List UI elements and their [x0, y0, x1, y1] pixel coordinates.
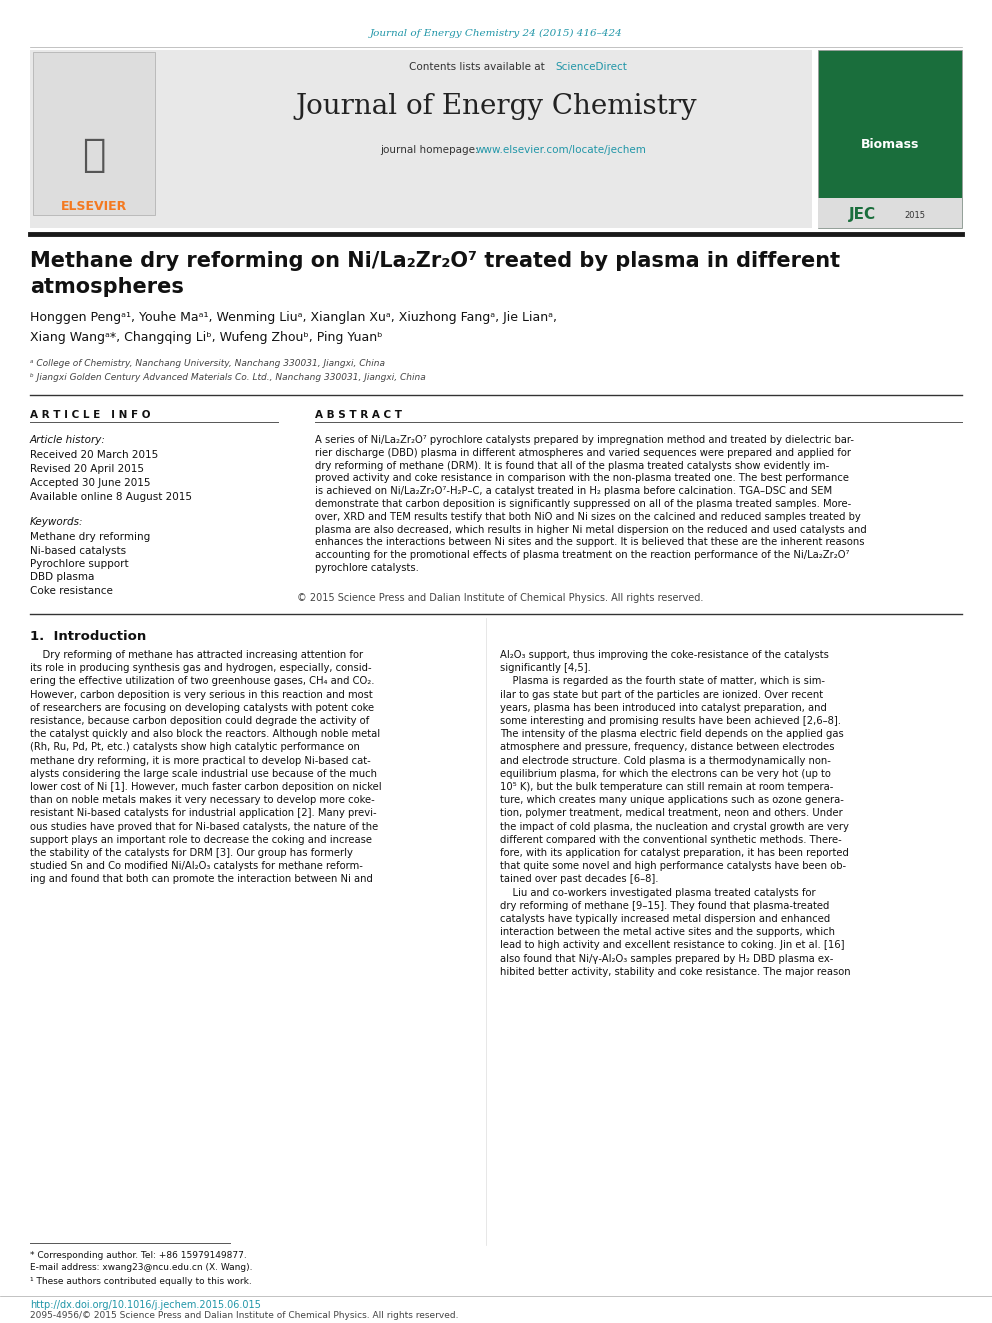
Text: Article history:: Article history: [30, 435, 106, 445]
Text: Received 20 March 2015: Received 20 March 2015 [30, 450, 159, 460]
Text: resistant Ni-based catalysts for industrial application [2]. Many previ-: resistant Ni-based catalysts for industr… [30, 808, 377, 819]
Text: significantly [4,5].: significantly [4,5]. [500, 663, 591, 673]
Text: the impact of cold plasma, the nucleation and crystal growth are very: the impact of cold plasma, the nucleatio… [500, 822, 849, 832]
Text: ering the effective utilization of two greenhouse gases, CH₄ and CO₂.: ering the effective utilization of two g… [30, 676, 375, 687]
Text: Dry reforming of methane has attracted increasing attention for: Dry reforming of methane has attracted i… [30, 650, 363, 660]
Text: lead to high activity and excellent resistance to coking. Jin et al. [16]: lead to high activity and excellent resi… [500, 941, 844, 950]
Bar [33, 52, 155, 216]
Text: is achieved on Ni/La₂Zr₂O⁷-H₂P–C, a catalyst treated in H₂ plasma before calcina: is achieved on Ni/La₂Zr₂O⁷-H₂P–C, a cata… [315, 486, 832, 496]
Text: rier discharge (DBD) plasma in different atmospheres and varied sequences were p: rier discharge (DBD) plasma in different… [315, 447, 851, 458]
Bar [30, 50, 812, 228]
Text: http://dx.doi.org/10.1016/j.jechem.2015.06.015: http://dx.doi.org/10.1016/j.jechem.2015.… [30, 1301, 261, 1310]
Text: the catalyst quickly and also block the reactors. Although noble metal: the catalyst quickly and also block the … [30, 729, 380, 740]
Text: years, plasma has been introduced into catalyst preparation, and: years, plasma has been introduced into c… [500, 703, 827, 713]
Text: also found that Ni/γ-Al₂O₃ samples prepared by H₂ DBD plasma ex-: also found that Ni/γ-Al₂O₃ samples prepa… [500, 954, 833, 963]
Text: ELSEVIER: ELSEVIER [61, 201, 127, 213]
Text: Al₂O₃ support, thus improving the coke-resistance of the catalysts: Al₂O₃ support, thus improving the coke-r… [500, 650, 829, 660]
Text: the stability of the catalysts for DRM [3]. Our group has formerly: the stability of the catalysts for DRM [… [30, 848, 353, 859]
Text: © 2015 Science Press and Dalian Institute of Chemical Physics. All rights reserv: © 2015 Science Press and Dalian Institut… [297, 593, 703, 603]
Text: www.elsevier.com/locate/jechem: www.elsevier.com/locate/jechem [476, 146, 647, 155]
Text: 🌳: 🌳 [82, 136, 106, 175]
Text: atmosphere and pressure, frequency, distance between electrodes: atmosphere and pressure, frequency, dist… [500, 742, 834, 753]
Bar [818, 198, 962, 228]
Text: hibited better activity, stability and coke resistance. The major reason: hibited better activity, stability and c… [500, 967, 850, 976]
Text: Methane dry reforming: Methane dry reforming [30, 532, 150, 542]
Text: DBD plasma: DBD plasma [30, 573, 94, 582]
Text: 2015: 2015 [905, 210, 926, 220]
Text: ᵇ Jiangxi Golden Century Advanced Materials Co. Ltd., Nanchang 330031, Jiangxi, : ᵇ Jiangxi Golden Century Advanced Materi… [30, 373, 426, 382]
Text: its role in producing synthesis gas and hydrogen, especially, consid-: its role in producing synthesis gas and … [30, 663, 372, 673]
Text: that quite some novel and high performance catalysts have been ob-: that quite some novel and high performan… [500, 861, 846, 872]
Text: studied Sn and Co modified Ni/Al₂O₃ catalysts for methane reform-: studied Sn and Co modified Ni/Al₂O₃ cata… [30, 861, 363, 872]
Text: enhances the interactions between Ni sites and the support. It is believed that : enhances the interactions between Ni sit… [315, 537, 864, 548]
Text: alysts considering the large scale industrial use because of the much: alysts considering the large scale indus… [30, 769, 377, 779]
Text: Plasma is regarded as the fourth state of matter, which is sim-: Plasma is regarded as the fourth state o… [500, 676, 825, 687]
Text: resistance, because carbon deposition could degrade the activity of: resistance, because carbon deposition co… [30, 716, 369, 726]
Text: equilibrium plasma, for which the electrons can be very hot (up to: equilibrium plasma, for which the electr… [500, 769, 831, 779]
Text: different compared with the conventional synthetic methods. There-: different compared with the conventional… [500, 835, 842, 845]
Bar [818, 50, 962, 228]
Text: ilar to gas state but part of the particles are ionized. Over recent: ilar to gas state but part of the partic… [500, 689, 823, 700]
Text: 1.  Introduction: 1. Introduction [30, 630, 146, 643]
Text: atmospheres: atmospheres [30, 277, 184, 296]
Text: over, XRD and TEM results testify that both NiO and Ni sizes on the calcined and: over, XRD and TEM results testify that b… [315, 512, 861, 521]
Text: Xiang Wangᵃ*, Changqing Liᵇ, Wufeng Zhouᵇ, Ping Yuanᵇ: Xiang Wangᵃ*, Changqing Liᵇ, Wufeng Zhou… [30, 331, 383, 344]
Text: pyrochlore catalysts.: pyrochlore catalysts. [315, 564, 419, 573]
Text: tained over past decades [6–8].: tained over past decades [6–8]. [500, 875, 659, 884]
Text: Accepted 30 June 2015: Accepted 30 June 2015 [30, 478, 151, 488]
Text: ture, which creates many unique applications such as ozone genera-: ture, which creates many unique applicat… [500, 795, 844, 806]
Text: proved activity and coke resistance in comparison with the non-plasma treated on: proved activity and coke resistance in c… [315, 474, 849, 483]
Text: of researchers are focusing on developing catalysts with potent coke: of researchers are focusing on developin… [30, 703, 374, 713]
Text: Contents lists available at: Contents lists available at [409, 62, 548, 71]
Text: Biomass: Biomass [861, 139, 920, 152]
Text: Coke resistance: Coke resistance [30, 586, 113, 595]
Text: dry reforming of methane [9–15]. They found that plasma-treated: dry reforming of methane [9–15]. They fo… [500, 901, 829, 910]
Text: demonstrate that carbon deposition is significantly suppressed on all of the pla: demonstrate that carbon deposition is si… [315, 499, 851, 509]
Text: support plays an important role to decrease the coking and increase: support plays an important role to decre… [30, 835, 372, 845]
Text: plasma are also decreased, which results in higher Ni metal dispersion on the re: plasma are also decreased, which results… [315, 525, 867, 534]
Text: * Corresponding author. Tel: +86 15979149877.: * Corresponding author. Tel: +86 1597914… [30, 1250, 247, 1259]
Text: 2095-4956/© 2015 Science Press and Dalian Institute of Chemical Physics. All rig: 2095-4956/© 2015 Science Press and Dalia… [30, 1311, 458, 1320]
Text: fore, with its application for catalyst preparation, it has been reported: fore, with its application for catalyst … [500, 848, 849, 859]
Text: ᵃ College of Chemistry, Nanchang University, Nanchang 330031, Jiangxi, China: ᵃ College of Chemistry, Nanchang Univers… [30, 360, 385, 369]
Text: dry reforming of methane (DRM). It is found that all of the plasma treated catal: dry reforming of methane (DRM). It is fo… [315, 460, 829, 471]
Text: (Rh, Ru, Pd, Pt, etc.) catalysts show high catalytic performance on: (Rh, Ru, Pd, Pt, etc.) catalysts show hi… [30, 742, 360, 753]
Text: tion, polymer treatment, medical treatment, neon and others. Under: tion, polymer treatment, medical treatme… [500, 808, 843, 819]
Text: journal homepage:: journal homepage: [380, 146, 482, 155]
Text: A R T I C L E   I N F O: A R T I C L E I N F O [30, 410, 151, 419]
Text: Liu and co-workers investigated plasma treated catalysts for: Liu and co-workers investigated plasma t… [500, 888, 815, 897]
Text: The intensity of the plasma electric field depends on the applied gas: The intensity of the plasma electric fie… [500, 729, 844, 740]
Text: Keywords:: Keywords: [30, 517, 83, 527]
Text: Journal of Energy Chemistry 24 (2015) 416–424: Journal of Energy Chemistry 24 (2015) 41… [370, 28, 622, 37]
Text: A B S T R A C T: A B S T R A C T [315, 410, 402, 419]
Text: ing and found that both can promote the interaction between Ni and: ing and found that both can promote the … [30, 875, 373, 884]
Text: A series of Ni/La₂Zr₂O⁷ pyrochlore catalysts prepared by impregnation method and: A series of Ni/La₂Zr₂O⁷ pyrochlore catal… [315, 435, 854, 445]
Text: Pyrochlore support: Pyrochlore support [30, 560, 129, 569]
Text: than on noble metals makes it very necessary to develop more coke-: than on noble metals makes it very neces… [30, 795, 375, 806]
Text: ous studies have proved that for Ni-based catalysts, the nature of the: ous studies have proved that for Ni-base… [30, 822, 378, 832]
Text: catalysts have typically increased metal dispersion and enhanced: catalysts have typically increased metal… [500, 914, 830, 923]
Text: Honggen Pengᵃ¹, Youhe Maᵃ¹, Wenming Liuᵃ, Xianglan Xuᵃ, Xiuzhong Fangᵃ, Jie Lian: Honggen Pengᵃ¹, Youhe Maᵃ¹, Wenming Liuᵃ… [30, 311, 557, 324]
Text: E-mail address: xwang23@ncu.edu.cn (X. Wang).: E-mail address: xwang23@ncu.edu.cn (X. W… [30, 1263, 253, 1273]
Text: 10⁵ K), but the bulk temperature can still remain at room tempera-: 10⁵ K), but the bulk temperature can sti… [500, 782, 833, 792]
Text: Methane dry reforming on Ni/La₂Zr₂O⁷ treated by plasma in different: Methane dry reforming on Ni/La₂Zr₂O⁷ tre… [30, 251, 840, 271]
Text: JEC: JEC [848, 208, 876, 222]
Text: ScienceDirect: ScienceDirect [555, 62, 627, 71]
Text: ¹ These authors contributed equally to this work.: ¹ These authors contributed equally to t… [30, 1277, 252, 1286]
Text: accounting for the promotional effects of plasma treatment on the reaction perfo: accounting for the promotional effects o… [315, 550, 849, 560]
Text: Journal of Energy Chemistry: Journal of Energy Chemistry [296, 94, 696, 120]
Text: Ni-based catalysts: Ni-based catalysts [30, 545, 126, 556]
Text: Revised 20 April 2015: Revised 20 April 2015 [30, 464, 144, 474]
Text: interaction between the metal active sites and the supports, which: interaction between the metal active sit… [500, 927, 835, 937]
Text: However, carbon deposition is very serious in this reaction and most: However, carbon deposition is very serio… [30, 689, 373, 700]
Text: lower cost of Ni [1]. However, much faster carbon deposition on nickel: lower cost of Ni [1]. However, much fast… [30, 782, 382, 792]
Text: some interesting and promising results have been achieved [2,6–8].: some interesting and promising results h… [500, 716, 841, 726]
Text: Available online 8 August 2015: Available online 8 August 2015 [30, 492, 192, 501]
Text: methane dry reforming, it is more practical to develop Ni-based cat-: methane dry reforming, it is more practi… [30, 755, 371, 766]
Text: and electrode structure. Cold plasma is a thermodynamically non-: and electrode structure. Cold plasma is … [500, 755, 831, 766]
